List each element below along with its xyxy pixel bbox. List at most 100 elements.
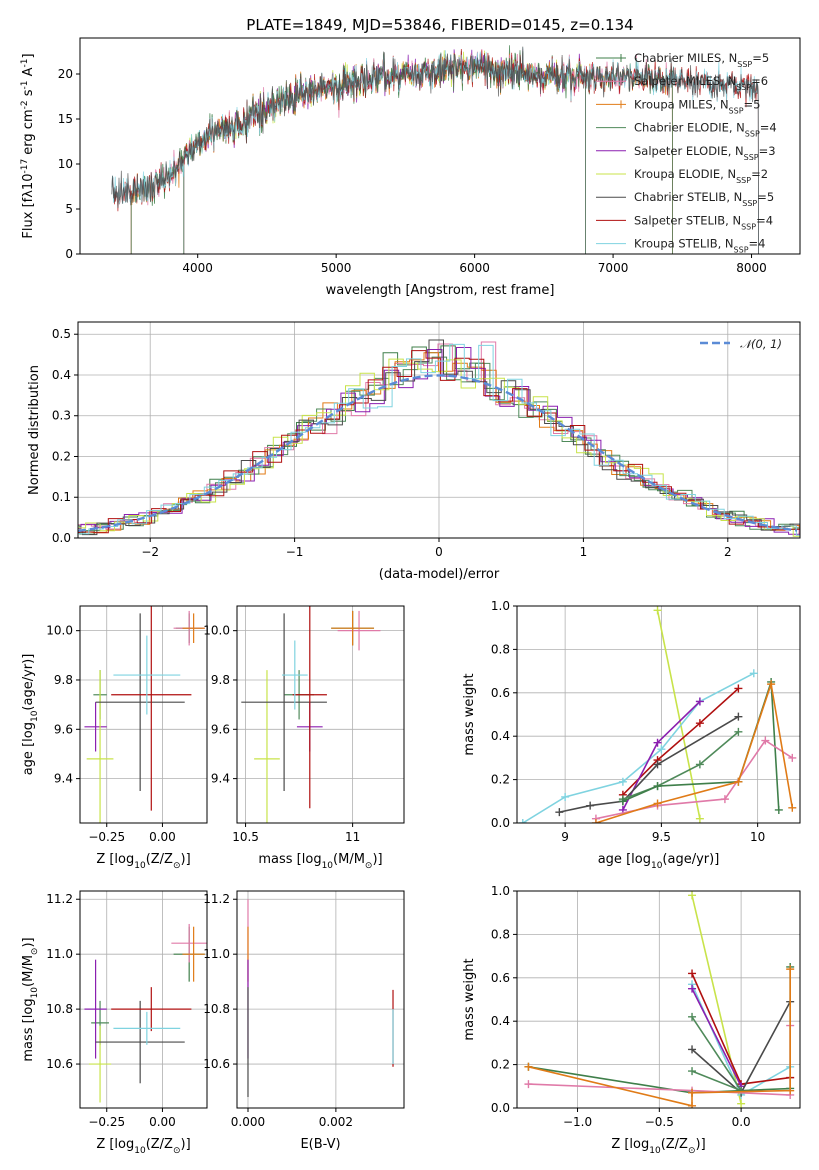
x-tick-label: −1 bbox=[286, 545, 304, 559]
y-axis-label: mass weight bbox=[462, 673, 477, 755]
panel-mass_vs_ebv: 0.000 0.002 10.6 10.8 11.0 11.2 E(B-V) bbox=[203, 890, 405, 1152]
weight-line bbox=[559, 716, 739, 813]
x-tick-label: 11 bbox=[345, 830, 360, 844]
y-tick-label: 11.2 bbox=[46, 892, 73, 906]
weight-marker bbox=[695, 697, 704, 706]
x-axis-label: wavelength [Angstrom, rest frame] bbox=[326, 283, 555, 298]
y-tick-label: 0 bbox=[65, 247, 73, 261]
weight-marker bbox=[688, 1045, 697, 1054]
weight-marker bbox=[695, 719, 704, 728]
plot-area-residuals bbox=[78, 322, 800, 538]
y-tick-label: 10.0 bbox=[203, 624, 230, 638]
weight-marker bbox=[761, 736, 770, 745]
weight-line bbox=[622, 687, 739, 796]
y-axis-label: Flux [fλ10-17 erg cm-2 s-1 A-1] bbox=[20, 53, 36, 238]
panel-age_vs_mass: 10.5 11 9.4 9.6 9.8 10.0 mass [log10(M/M⊙)] bbox=[203, 605, 405, 871]
spectrum-line bbox=[111, 46, 759, 254]
x-tick-label: 9 bbox=[561, 830, 569, 844]
weight-marker bbox=[618, 777, 627, 786]
weight-marker bbox=[749, 669, 758, 678]
weight-line bbox=[622, 731, 739, 800]
panel-age_vs_Z: −0.25 0.00 9.4 9.6 9.8 10.0 Z [log10(Z/Z⊙)] age… bbox=[21, 605, 208, 871]
panel-residuals: −2 −1 0 1 2 0.0 0.1 0.2 0.3 0.4 0.5 (data-model)/er… bbox=[27, 321, 801, 582]
x-tick-label: 4000 bbox=[182, 261, 213, 275]
panel-spectrum: 4000 5000 6000 7000 8000 0 5 10 15 20 wavelength [… bbox=[20, 37, 801, 298]
weight-marker bbox=[618, 797, 627, 806]
weight-marker bbox=[524, 1080, 533, 1089]
weight-marker bbox=[737, 1099, 746, 1108]
y-tick-label: 10.8 bbox=[46, 1002, 73, 1016]
weight-line bbox=[656, 610, 701, 819]
y-tick-label: 0.1 bbox=[52, 490, 71, 504]
axes-frame bbox=[79, 890, 208, 1109]
weight-marker bbox=[657, 745, 666, 754]
weight-marker bbox=[688, 1012, 697, 1021]
y-tick-label: 0.0 bbox=[52, 531, 71, 545]
y-tick-label: 10.6 bbox=[203, 1057, 230, 1071]
x-tick-label: 0 bbox=[435, 545, 443, 559]
y-tick-label: 0.0 bbox=[491, 816, 510, 830]
y-tick-label: 15 bbox=[58, 112, 73, 126]
y-tick-label: 9.8 bbox=[54, 673, 73, 687]
x-axis-label: Z [log10(Z/Z⊙)] bbox=[611, 1137, 705, 1156]
weight-marker bbox=[688, 1088, 697, 1097]
legend-label: Kroupa STELIB, NSSP=4 bbox=[634, 237, 765, 255]
weight-marker bbox=[695, 760, 704, 769]
residuals-legend: 𝒩(0, 1) bbox=[700, 337, 782, 351]
weight-line bbox=[691, 988, 742, 1087]
weight-marker bbox=[734, 712, 743, 721]
weight-marker bbox=[786, 1086, 795, 1095]
panel-mass_weight_vs_age: 9 9.5 10 0.0 0.2 0.4 0.6 0.8 1.0 age [log10(age/y… bbox=[462, 599, 801, 871]
x-tick-label: −0.5 bbox=[645, 1115, 674, 1129]
axes-frame bbox=[236, 605, 405, 824]
plot-area-mass_vs_ebv bbox=[237, 891, 404, 1108]
weight-marker bbox=[653, 738, 662, 747]
panel-mass_weight_vs_Z: −1.0 −0.5 0.0 0.0 0.2 0.4 0.6 0.8 1.0 Z [log10(Z/… bbox=[462, 884, 801, 1156]
weight-marker bbox=[653, 782, 662, 791]
axes-frame bbox=[79, 37, 801, 255]
x-tick-label: 0.00 bbox=[149, 830, 176, 844]
weight-line bbox=[522, 672, 755, 823]
x-axis-label: E(B-V) bbox=[300, 1137, 340, 1152]
y-axis-label: Normed distribution bbox=[27, 365, 42, 495]
y-tick-label: 10.6 bbox=[46, 1057, 73, 1071]
y-tick-label: 0.5 bbox=[52, 327, 71, 341]
y-tick-label: 0.2 bbox=[491, 1058, 510, 1072]
x-tick-label: −1.0 bbox=[563, 1115, 592, 1129]
weight-marker bbox=[524, 1062, 533, 1071]
y-tick-label: 1.0 bbox=[491, 884, 510, 898]
x-tick-label: 10 bbox=[750, 830, 765, 844]
axes-frame bbox=[516, 605, 801, 824]
y-tick-label: 0.2 bbox=[491, 773, 510, 787]
weight-marker bbox=[774, 805, 783, 814]
y-tick-label: 9.6 bbox=[211, 722, 230, 736]
axes-frame bbox=[516, 890, 801, 1109]
legend-label: Salpeter ELODIE, NSSP=3 bbox=[634, 144, 776, 162]
legend-label: Salpeter MILES, NSSP=6 bbox=[634, 74, 768, 92]
weight-marker bbox=[653, 799, 662, 808]
x-tick-label: 0.00 bbox=[149, 1115, 176, 1129]
weight-marker bbox=[695, 814, 704, 823]
axes-frame bbox=[236, 890, 405, 1109]
x-tick-label: −0.25 bbox=[88, 830, 125, 844]
weight-marker bbox=[788, 803, 797, 812]
gaussian-curve bbox=[78, 374, 798, 533]
x-axis-label: Z [log10(Z/Z⊙)] bbox=[96, 852, 190, 871]
legend-label: Kroupa ELODIE, NSSP=2 bbox=[634, 167, 768, 185]
x-tick-label: 0.000 bbox=[231, 1115, 265, 1129]
weight-marker bbox=[788, 753, 797, 762]
weight-marker bbox=[720, 795, 729, 804]
y-tick-label: 1.0 bbox=[491, 599, 510, 613]
y-tick-label: 0.8 bbox=[491, 927, 510, 941]
x-tick-label: 7000 bbox=[598, 261, 629, 275]
axes-frame bbox=[79, 605, 208, 824]
x-tick-label: 6000 bbox=[459, 261, 490, 275]
legend-label: Kroupa MILES, NSSP=5 bbox=[634, 97, 760, 115]
y-tick-label: 20 bbox=[58, 67, 73, 81]
y-tick-label: 11.0 bbox=[46, 947, 73, 961]
y-tick-label: 0.6 bbox=[491, 971, 510, 985]
y-tick-label: 9.4 bbox=[211, 772, 230, 786]
plot-area-age_vs_Z bbox=[80, 606, 207, 823]
legend-label: Chabrier ELODIE, NSSP=4 bbox=[634, 121, 777, 139]
